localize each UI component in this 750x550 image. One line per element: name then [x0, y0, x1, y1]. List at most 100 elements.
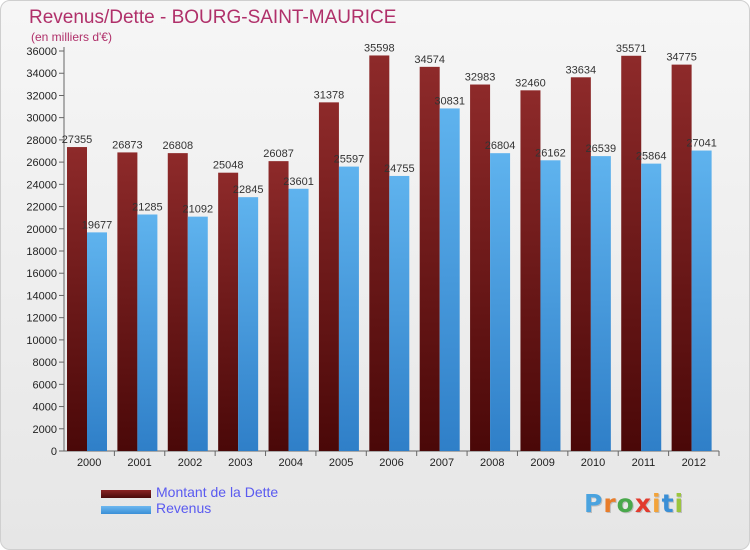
y-tick-label: 14000 — [26, 290, 57, 302]
y-tick-label: 6000 — [33, 379, 57, 391]
legend-label-revenus: Revenus — [156, 500, 212, 516]
x-tick-label: 2005 — [329, 457, 353, 469]
x-tick-label: 2010 — [581, 457, 605, 469]
data-label-dette: 34775 — [666, 52, 697, 64]
x-tick-label: 2007 — [430, 457, 454, 469]
logo-letter: r — [603, 489, 617, 518]
x-tick-label: 2004 — [278, 457, 302, 469]
x-tick-label: 2006 — [379, 457, 403, 469]
bar-dette — [419, 66, 440, 451]
data-label-revenus: 25597 — [334, 154, 365, 166]
y-tick-label: 28000 — [26, 135, 57, 147]
data-label-revenus: 25864 — [636, 151, 667, 163]
y-tick-label: 12000 — [26, 313, 57, 325]
y-tick-label: 18000 — [26, 246, 57, 258]
bar-revenus — [641, 163, 662, 451]
logo-letter: i — [674, 489, 685, 518]
logo-letter: o — [616, 489, 635, 518]
bar-dette — [671, 64, 692, 451]
x-tick-label: 2001 — [127, 457, 151, 469]
y-tick-label: 16000 — [26, 268, 57, 280]
x-tick-label: 2000 — [77, 457, 101, 469]
chart-subtitle: (en milliers d'€) — [31, 30, 112, 44]
y-tick-label: 24000 — [26, 179, 57, 191]
x-tick-label: 2009 — [530, 457, 554, 469]
bar-dette — [570, 77, 591, 452]
data-label-dette: 34574 — [414, 54, 445, 66]
data-label-revenus: 19677 — [82, 219, 113, 231]
bar-revenus — [540, 160, 561, 452]
data-label-dette: 26808 — [162, 140, 193, 152]
logo-letter: i — [652, 489, 662, 518]
bar-dette — [268, 161, 289, 451]
bar-dette — [318, 102, 339, 451]
y-tick-label: 0 — [51, 446, 57, 458]
x-tick-label: 2003 — [228, 457, 252, 469]
chart-title: Revenus/Dette - BOURG-SAINT-MAURICE — [29, 7, 397, 28]
x-tick-label: 2012 — [682, 457, 706, 469]
bar-revenus — [238, 197, 259, 451]
bar-dette — [520, 90, 541, 451]
legend-swatch-revenus — [101, 506, 151, 514]
data-label-dette: 26873 — [112, 139, 143, 151]
y-tick-label: 36000 — [26, 46, 57, 58]
y-tick-label: 30000 — [26, 113, 57, 125]
bar-dette — [67, 147, 87, 452]
data-label-revenus: 21285 — [132, 202, 163, 214]
data-label-dette: 26087 — [263, 148, 294, 160]
bar-revenus — [87, 232, 107, 451]
bar-revenus — [338, 166, 359, 452]
data-label-dette: 27355 — [62, 134, 93, 146]
proxiti-logo: Proxiti — [584, 489, 684, 518]
data-label-revenus: 22845 — [233, 184, 264, 196]
bar-revenus — [439, 108, 460, 451]
logo-letter: P — [584, 489, 604, 518]
y-tick-label: 10000 — [26, 335, 57, 347]
x-tick-label: 2011 — [632, 457, 656, 469]
y-tick-label: 2000 — [33, 424, 57, 436]
data-label-dette: 32983 — [465, 72, 496, 84]
data-label-dette: 25048 — [213, 160, 244, 172]
data-label-revenus: 27041 — [686, 138, 717, 150]
bar-dette — [470, 84, 491, 452]
data-label-revenus: 30831 — [434, 95, 465, 107]
data-label-dette: 35598 — [364, 42, 395, 54]
y-tick-label: 22000 — [26, 202, 57, 214]
y-tick-label: 34000 — [26, 68, 57, 80]
bar-revenus — [288, 188, 309, 451]
data-label-revenus: 23601 — [283, 176, 314, 188]
y-tick-label: 26000 — [26, 157, 57, 169]
bar-revenus — [389, 175, 410, 451]
bar-dette — [218, 172, 239, 451]
data-label-revenus: 26804 — [485, 140, 516, 152]
data-label-dette: 35571 — [616, 43, 647, 55]
bar-revenus — [490, 153, 511, 451]
logo-letter: x — [634, 489, 652, 518]
data-label-revenus: 26162 — [535, 147, 566, 159]
y-tick-label: 32000 — [26, 90, 57, 102]
bar-revenus — [137, 214, 158, 451]
x-tick-label: 2008 — [480, 457, 504, 469]
bar-dette — [117, 152, 138, 451]
y-tick-label: 8000 — [33, 357, 57, 369]
data-label-revenus: 24755 — [384, 163, 415, 175]
bar-revenus — [590, 156, 611, 451]
data-label-dette: 33634 — [566, 64, 597, 76]
bar-revenus — [187, 216, 208, 451]
data-label-dette: 31378 — [314, 89, 345, 101]
bar-dette — [167, 153, 188, 451]
x-tick-label: 2002 — [178, 457, 202, 469]
bar-revenus — [691, 150, 712, 452]
legend-swatch-dette — [101, 490, 151, 498]
data-label-revenus: 26539 — [586, 143, 617, 155]
data-label-dette: 32460 — [515, 77, 546, 89]
logo-letter: t — [661, 489, 675, 518]
data-label-revenus: 21092 — [182, 204, 213, 216]
legend-label-dette: Montant de la Dette — [156, 484, 279, 500]
y-tick-label: 20000 — [26, 224, 57, 236]
bar-dette — [369, 55, 390, 451]
y-tick-label: 4000 — [33, 402, 57, 414]
bar-dette — [621, 55, 642, 452]
